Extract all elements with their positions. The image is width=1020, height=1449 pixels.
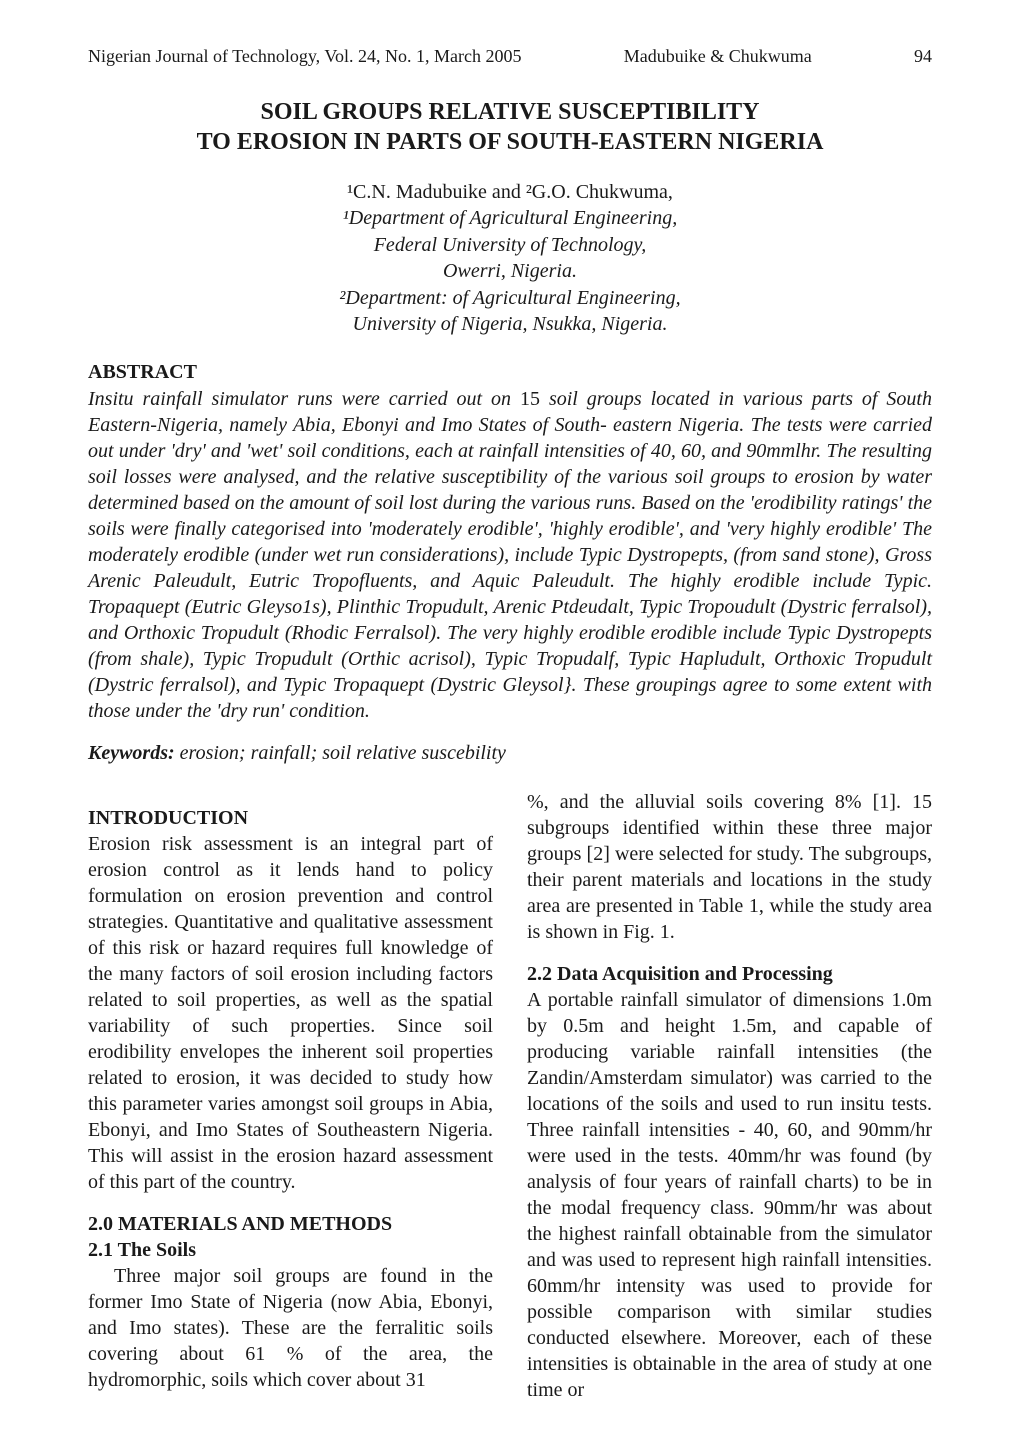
introduction-text: Erosion risk assessment is an integral p… — [88, 831, 493, 1195]
the-soils-heading: 2.1 The Soils — [88, 1237, 493, 1263]
journal-ref: Nigerian Journal of Technology, Vol. 24,… — [88, 46, 522, 67]
authors-line: ¹C.N. Madubuike and ²G.O. Chukwuma, — [347, 181, 673, 203]
data-acquisition-text: A portable rainfall simulator of dimensi… — [527, 987, 932, 1403]
title-line-1: SOIL GROUPS RELATIVE SUSCEPTIBILITY — [260, 99, 759, 125]
abstract-text: Insitu rainfall simulator runs were carr… — [88, 386, 932, 724]
article-title: SOIL GROUPS RELATIVE SUSCEPTIBILITY TO E… — [88, 97, 932, 157]
col2-continuation: %, and the alluvial soils covering 8% [1… — [527, 789, 932, 945]
page: Nigerian Journal of Technology, Vol. 24,… — [0, 0, 1020, 1449]
affiliation-1-line-2: Federal University of Technology, — [374, 234, 647, 256]
abstract-heading: ABSTRACT — [88, 361, 932, 384]
abstract-count-15: 15 — [520, 388, 540, 410]
authors-block: ¹C.N. Madubuike and ²G.O. Chukwuma, ¹Dep… — [88, 179, 932, 337]
data-acquisition-heading: 2.2 Data Acquisition and Processing — [527, 961, 932, 987]
affiliation-1-line-1: ¹Department of Agricultural Engineering, — [343, 207, 677, 229]
affiliation-2-line-1: ²Department: of Agricultural Engineering… — [339, 287, 680, 309]
running-header: Nigerian Journal of Technology, Vol. 24,… — [88, 46, 932, 67]
keywords-line: Keywords: erosion; rainfall; soil relati… — [88, 742, 932, 765]
affiliation-1-line-3: Owerri, Nigeria. — [443, 260, 577, 282]
page-number: 94 — [914, 46, 932, 67]
affiliation-2-line-2: University of Nigeria, Nsukka, Nigeria. — [353, 313, 668, 335]
title-line-2: TO EROSION IN PARTS OF SOUTH-EASTERN NIG… — [197, 129, 824, 155]
the-soils-text: Three major soil groups are found in the… — [88, 1263, 493, 1393]
introduction-heading: INTRODUCTION — [88, 805, 493, 831]
keywords-label: Keywords: — [88, 742, 175, 764]
body-columns: INTRODUCTION Erosion risk assessment is … — [88, 789, 932, 1403]
abstract-part-2: soil groups located in various parts of … — [88, 388, 932, 722]
abstract-part-1: Insitu rainfall simulator runs were carr… — [88, 388, 520, 410]
keywords-text: erosion; rainfall; soil relative suscebi… — [175, 742, 506, 764]
author-short: Madubuike & Chukwuma — [624, 46, 812, 67]
materials-methods-heading: 2.0 MATERIALS AND METHODS — [88, 1211, 493, 1237]
